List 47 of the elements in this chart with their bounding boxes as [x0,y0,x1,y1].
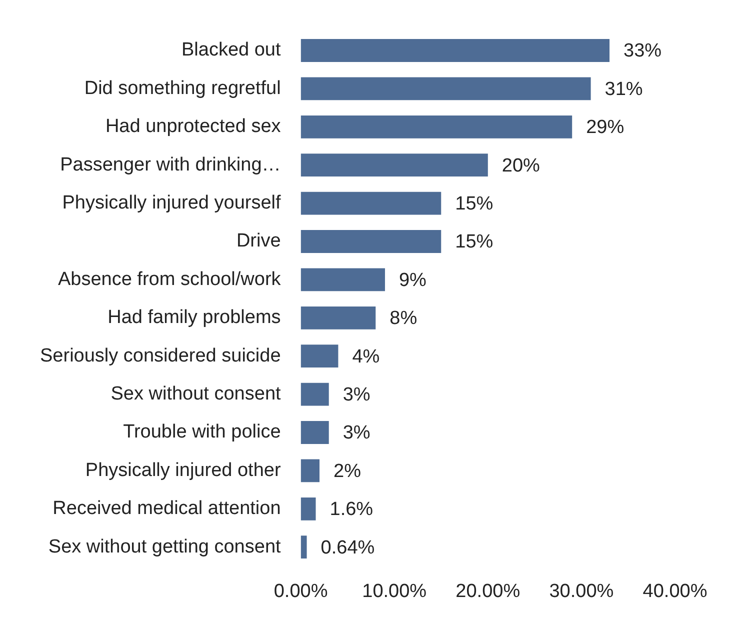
y-tick-label: Sex without getting consent [48,536,282,558]
bar [300,268,385,292]
x-tick-label: 40.00% [642,580,708,602]
x-tick-label: 20.00% [456,580,520,602]
bar [300,306,376,330]
y-tick-label: Absence from school/work [58,268,282,290]
bar [300,115,572,138]
data-label: 3% [342,422,370,444]
data-label: 4% [352,346,380,368]
bar [300,154,488,177]
data-label: 1.6% [330,499,374,520]
y-tick-label: Passenger with drinking… [60,154,281,176]
bar [300,230,442,253]
data-label: 15% [455,194,494,215]
y-tick-label: Seriously considered suicide [40,345,281,366]
y-tick-label: Sex without consent [110,384,282,405]
y-tick-label: Physically injured yourself [62,192,282,214]
data-label: 15% [455,232,494,253]
data-label: 33% [624,40,662,62]
data-label: 9% [398,270,427,291]
bar [300,344,338,368]
bar [300,39,610,62]
x-tick-label: 0.00% [274,580,328,602]
data-label: 3% [342,384,370,406]
data-label: 20% [502,155,540,176]
y-tick-label: Received medical attention [52,498,281,520]
x-tick-label: 10.00% [362,580,427,602]
y-tick-label: Trouble with police [123,422,281,443]
x-tick-label: 30.00% [549,580,614,602]
bar [300,192,442,215]
data-label: 0.64% [320,537,375,558]
data-label: 2% [334,460,362,482]
bar [300,536,307,559]
y-tick-label: Did something regretful [84,78,281,99]
bar [300,459,320,482]
bar [300,77,591,100]
y-tick-label: Had family problems [108,307,281,328]
bar [300,421,329,444]
bar [300,382,329,406]
y-tick-label: Physically injured other [85,460,282,481]
data-label: 29% [586,117,624,138]
data-label: 31% [604,78,643,100]
y-tick-label: Had unprotected sex [105,116,282,138]
data-label: 8% [390,308,418,330]
y-tick-label: Blacked out [181,40,282,61]
bar [300,497,316,520]
y-tick-label: Drive [236,230,281,252]
